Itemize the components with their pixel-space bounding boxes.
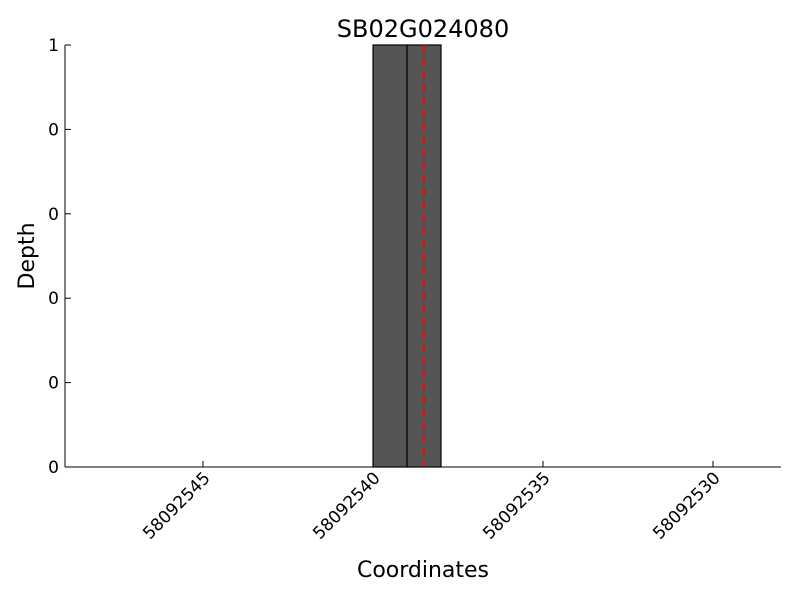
bar (372, 44, 408, 468)
x-tick-label: 58092545 (139, 468, 214, 543)
x-axis-label: Coordinates (357, 558, 489, 583)
y-tick-label: 0 (48, 458, 59, 478)
y-tick-label: 0 (48, 289, 59, 309)
y-tick-label: 1 (48, 36, 59, 56)
x-tick-label: 58092540 (309, 468, 384, 543)
y-tick-label: 0 (48, 205, 59, 225)
y-axis-label: Depth (15, 222, 40, 289)
y-tick-label: 0 (48, 120, 59, 140)
chart-title: SB02G024080 (337, 15, 509, 43)
x-tick-label: 58092535 (479, 468, 554, 543)
y-tick-label: 0 (48, 374, 59, 394)
x-tick-label: 58092530 (649, 468, 724, 543)
